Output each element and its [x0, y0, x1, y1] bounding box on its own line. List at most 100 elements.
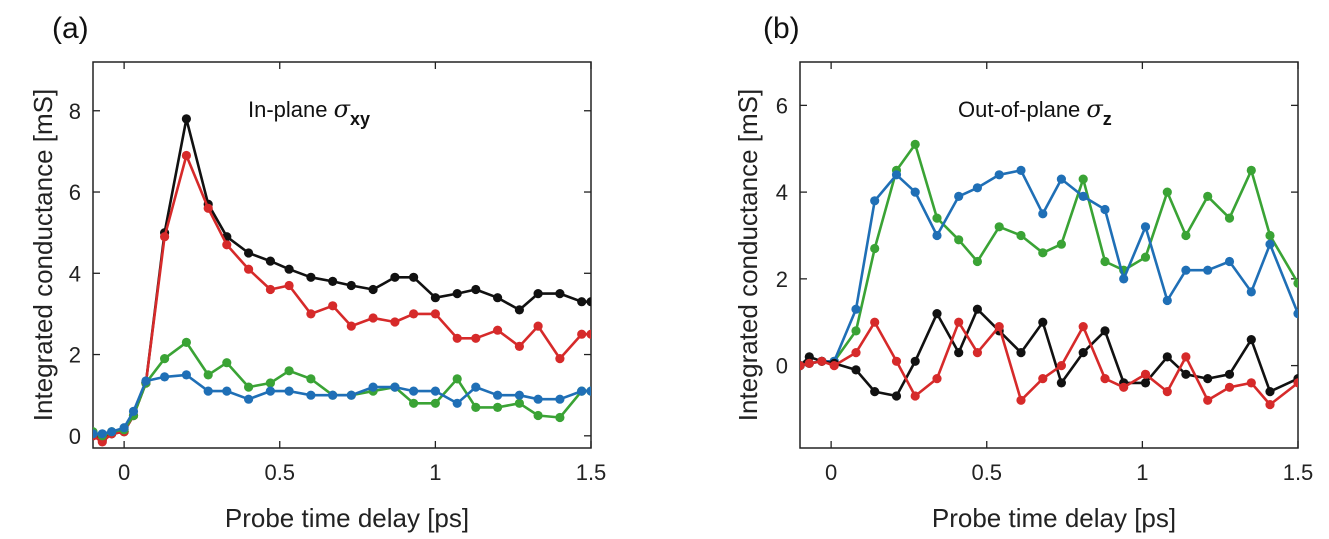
data-point-blue [160, 372, 170, 382]
data-point-blue [870, 196, 880, 206]
data-point-red [1181, 352, 1191, 362]
data-point-blue [222, 386, 232, 396]
data-point-blue [577, 386, 587, 396]
data-point-black [1181, 369, 1191, 379]
data-point-red [555, 354, 565, 364]
data-point-blue [1162, 295, 1172, 306]
data-point-black [954, 348, 964, 358]
data-point-red [346, 321, 356, 331]
data-point-red [328, 301, 338, 311]
data-point-green [409, 398, 419, 408]
data-point-blue [244, 394, 254, 404]
data-point-red [994, 322, 1004, 332]
data-point-black [1265, 387, 1275, 397]
data-point-black [1203, 374, 1213, 384]
data-point-black [577, 297, 587, 307]
data-point-blue [430, 386, 440, 396]
data-point-red [409, 309, 419, 319]
data-point-black [368, 284, 378, 295]
data-point-red [586, 329, 591, 339]
data-point-blue [1181, 265, 1191, 275]
data-point-black [1246, 335, 1256, 345]
data-point-blue [1056, 174, 1066, 184]
data-point-red [1119, 382, 1129, 392]
y-axis-label: Integrated conductance [mS] [733, 89, 763, 421]
data-point-green [1246, 165, 1256, 175]
data-point-red [284, 280, 294, 291]
data-point-black [851, 365, 861, 375]
data-point-red [1224, 382, 1235, 392]
plot-frame [92, 61, 592, 449]
data-point-blue [328, 390, 338, 400]
data-point-blue [994, 170, 1004, 180]
data-point-red [577, 329, 587, 339]
data-point-red [891, 356, 902, 366]
panel-label: (b) [763, 12, 800, 45]
y-axis-label: Integrated conductance [mS] [28, 89, 58, 421]
data-point-blue [1119, 274, 1129, 284]
data-point-blue [493, 390, 503, 400]
data-point-green [1224, 213, 1235, 223]
data-point-black [181, 114, 191, 124]
data-point-blue [1224, 256, 1235, 267]
x-tick-label: 0.5 [971, 460, 1002, 485]
data-point-green [972, 256, 983, 267]
data-point-green [533, 410, 543, 421]
data-point-blue [932, 230, 942, 241]
data-point-black [265, 256, 275, 266]
data-point-green [1056, 239, 1066, 249]
data-point-black [1224, 369, 1235, 379]
data-point-blue [851, 304, 861, 314]
series-line-red [93, 154, 591, 444]
data-point-blue [1265, 239, 1275, 249]
series-line-red [800, 320, 1298, 406]
data-point-blue [97, 429, 107, 439]
data-point-red [368, 313, 378, 323]
data-point-red [306, 309, 316, 319]
data-point-red [800, 361, 805, 371]
data-point-red [1162, 387, 1172, 397]
data-point-red [203, 203, 213, 213]
data-point-red [1203, 395, 1213, 405]
series-line-black [93, 117, 591, 442]
data-point-blue [1203, 265, 1213, 275]
data-point-red [514, 341, 525, 351]
data-point-green [1265, 230, 1275, 241]
y-tick-label: 6 [69, 180, 81, 205]
data-point-red [1293, 378, 1298, 388]
data-point-red [222, 240, 232, 250]
data-point-blue [1078, 191, 1088, 201]
data-point-green [244, 382, 254, 392]
y-tick-label: 8 [69, 99, 81, 124]
data-point-green [265, 378, 275, 388]
x-tick-label: 1.5 [1283, 460, 1314, 485]
data-point-black [409, 272, 419, 282]
data-point-green [430, 398, 440, 408]
data-point-green [514, 398, 525, 408]
x-tick-label: 0.5 [264, 460, 295, 485]
data-point-black [430, 293, 440, 303]
data-point-blue [203, 386, 213, 396]
data-point-red [851, 348, 861, 358]
data-point-green [203, 370, 213, 380]
data-point-blue [471, 382, 481, 392]
data-point-blue [1140, 222, 1151, 232]
data-point-black [1056, 378, 1066, 388]
data-point-black [346, 280, 356, 291]
data-point-green [1016, 230, 1026, 241]
x-tick-label: 0 [118, 460, 130, 485]
data-point-blue [119, 423, 129, 433]
data-point-green [222, 358, 232, 368]
data-point-black [1100, 326, 1110, 336]
plot-annotation: Out-of-plane σz [958, 95, 1112, 129]
data-point-black [452, 289, 462, 299]
data-point-red [932, 374, 942, 384]
data-point-black [586, 297, 591, 307]
data-point-blue [891, 170, 902, 180]
data-point-red [954, 317, 964, 327]
data-point-black [870, 387, 880, 397]
y-tick-label: 0 [776, 354, 788, 379]
data-point-blue [972, 183, 983, 193]
data-point-black [533, 289, 543, 299]
x-tick-label: 1.5 [576, 460, 607, 485]
